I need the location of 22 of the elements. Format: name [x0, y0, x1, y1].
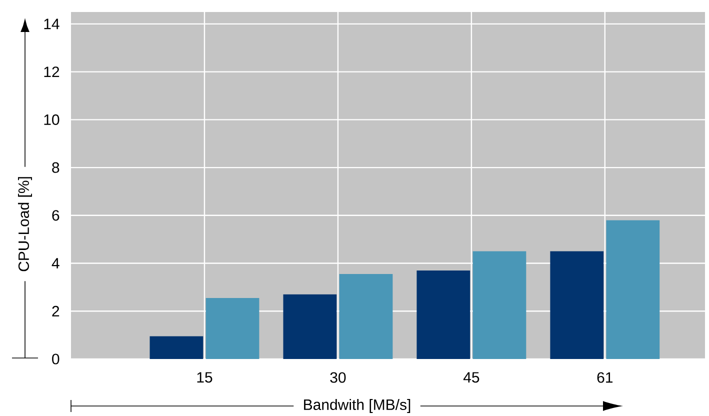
bar — [472, 251, 526, 359]
x-tick-label: 45 — [463, 372, 480, 383]
bar — [606, 220, 660, 359]
y-tick-label: 14 — [44, 18, 60, 30]
y-tick-label: 4 — [52, 258, 60, 268]
bar — [206, 298, 260, 359]
y-tick-label: 6 — [52, 210, 60, 221]
x-tick-label: 15 — [197, 372, 212, 383]
bar — [150, 336, 204, 359]
y-tick-label: 8 — [52, 162, 60, 173]
y-tick-label: 10 — [44, 114, 60, 125]
x-tick-label: 61 — [597, 372, 613, 383]
bar — [550, 251, 604, 359]
y-tick-label: 12 — [44, 66, 60, 78]
y-tick-label: 0 — [52, 354, 60, 364]
y-axis-title: CPU-Load [%] — [18, 177, 32, 272]
x-axis-title: Bandwith [MB/s] — [304, 398, 410, 413]
x-tick-label: 30 — [330, 372, 346, 383]
y-tick-label: 2 — [52, 306, 60, 316]
bar — [339, 274, 393, 359]
bar — [416, 270, 470, 359]
bar — [283, 294, 337, 359]
